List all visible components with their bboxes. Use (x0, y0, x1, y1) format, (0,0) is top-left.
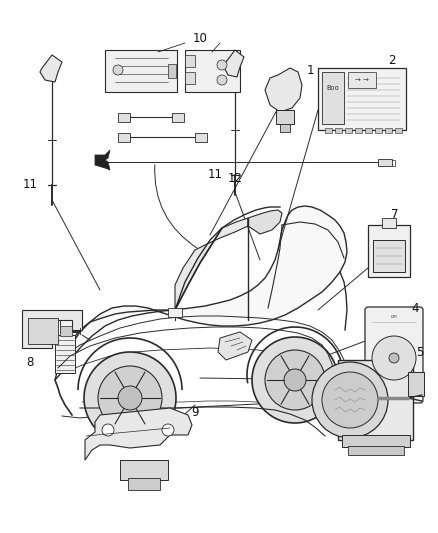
Circle shape (118, 386, 142, 410)
Circle shape (113, 65, 123, 75)
Bar (118, 113, 130, 122)
Text: 9: 9 (191, 406, 199, 418)
Text: 11: 11 (208, 168, 223, 182)
Bar (322, 72, 344, 124)
Bar (335, 128, 342, 133)
Circle shape (322, 372, 378, 428)
Bar (348, 446, 404, 455)
Polygon shape (175, 218, 248, 310)
Bar (168, 308, 182, 317)
Bar (365, 128, 372, 133)
Text: 5: 5 (416, 345, 424, 359)
Circle shape (102, 424, 114, 436)
Text: 11: 11 (22, 179, 38, 191)
Polygon shape (22, 310, 82, 348)
Polygon shape (85, 408, 192, 460)
Bar (60, 318, 78, 332)
Text: 1: 1 (306, 63, 314, 77)
Bar (385, 128, 392, 133)
Bar (120, 460, 168, 480)
Circle shape (389, 353, 399, 363)
Bar (348, 72, 376, 88)
Bar (280, 124, 290, 132)
Bar (128, 478, 160, 490)
Circle shape (217, 60, 227, 70)
Polygon shape (248, 210, 282, 234)
FancyBboxPatch shape (365, 307, 423, 403)
Bar (382, 218, 396, 228)
Polygon shape (224, 50, 244, 77)
Text: $\rightarrow\rightarrow$: $\rightarrow\rightarrow$ (353, 77, 371, 83)
Bar (55, 335, 75, 373)
Bar (345, 128, 352, 133)
Bar (60, 326, 72, 336)
Bar (373, 240, 405, 272)
Polygon shape (55, 206, 347, 380)
Bar (195, 133, 207, 142)
Bar (185, 50, 240, 92)
Circle shape (217, 75, 227, 85)
Bar (168, 64, 176, 78)
Text: 2: 2 (388, 53, 396, 67)
Bar (342, 435, 410, 447)
Bar (325, 128, 332, 133)
Polygon shape (40, 55, 62, 82)
Bar (338, 360, 413, 440)
Text: 8: 8 (26, 356, 34, 368)
Polygon shape (265, 68, 302, 112)
Text: 4: 4 (411, 302, 419, 314)
Circle shape (84, 352, 176, 444)
Polygon shape (218, 332, 252, 360)
Bar (118, 133, 130, 142)
Circle shape (162, 424, 174, 436)
Bar (185, 72, 195, 84)
Circle shape (312, 362, 388, 438)
Circle shape (284, 369, 306, 391)
Text: 10: 10 (193, 31, 208, 44)
Bar (368, 225, 410, 277)
Circle shape (372, 336, 416, 380)
Circle shape (98, 366, 162, 430)
Circle shape (265, 350, 325, 410)
Text: 7: 7 (391, 208, 399, 222)
Bar (318, 68, 406, 130)
Text: Boo: Boo (327, 85, 339, 91)
Bar (408, 372, 424, 396)
Bar (378, 159, 392, 166)
Circle shape (252, 337, 338, 423)
Bar (185, 55, 195, 67)
Bar (172, 113, 184, 122)
Bar (28, 318, 58, 344)
Bar (355, 128, 362, 133)
Bar (276, 110, 294, 124)
Bar (105, 50, 177, 92)
Polygon shape (95, 150, 110, 170)
Bar (375, 128, 382, 133)
Text: on: on (391, 313, 397, 319)
Text: 12: 12 (227, 172, 243, 184)
Bar (395, 128, 402, 133)
